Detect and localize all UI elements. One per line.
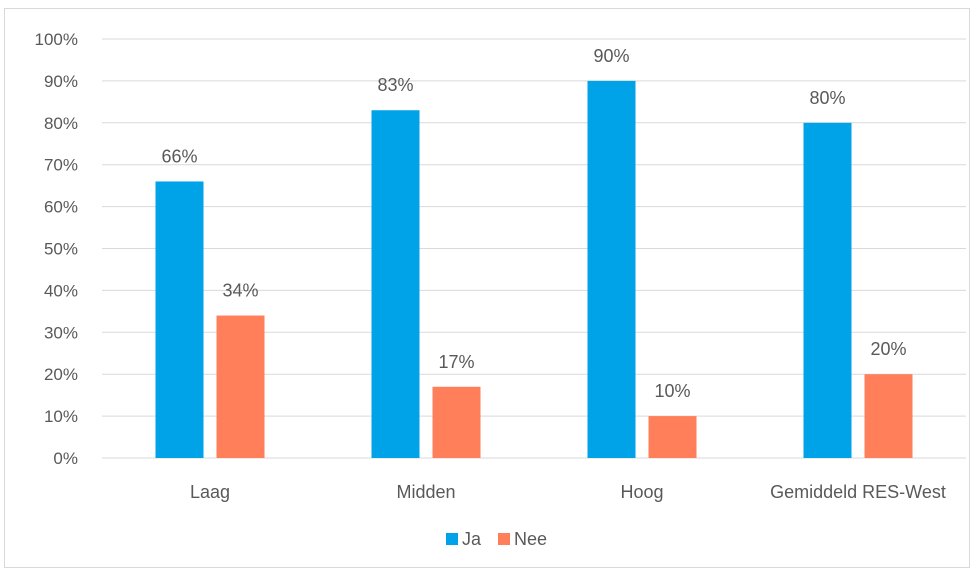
y-axis-tick-labels: 0% 10% 20% 30% 40% 50% 60% 70% 80% 90% 100% xyxy=(35,30,78,468)
y-tick-label: 10% xyxy=(44,407,78,426)
y-tick-label: 40% xyxy=(44,281,78,300)
x-category-label: Gemiddeld RES-West xyxy=(770,482,946,502)
y-tick-label: 0% xyxy=(53,449,78,468)
x-axis-category-labels: Laag Midden Hoog Gemiddeld RES-West xyxy=(190,482,946,502)
bar-ja-2 xyxy=(587,80,636,459)
legend-label-nee: Nee xyxy=(514,529,547,549)
y-tick-label: 50% xyxy=(44,240,78,259)
bar-nee-3 xyxy=(864,374,913,458)
bars xyxy=(155,80,913,459)
y-tick-label: 100% xyxy=(35,30,78,49)
y-tick-label: 90% xyxy=(44,72,78,91)
y-tick-label: 20% xyxy=(44,365,78,384)
bar-nee-0 xyxy=(216,315,265,458)
y-tick-label: 60% xyxy=(44,198,78,217)
data-label-nee-3: 20% xyxy=(870,339,906,359)
bar-nee-1 xyxy=(432,386,481,458)
bar-ja-3 xyxy=(803,122,852,459)
y-tick-label: 80% xyxy=(44,114,78,133)
data-label-nee-1: 17% xyxy=(438,352,474,372)
y-tick-label: 30% xyxy=(44,323,78,342)
data-label-ja-2: 90% xyxy=(593,46,629,66)
legend-swatch-nee xyxy=(498,533,510,545)
bar-nee-2 xyxy=(648,416,697,458)
bar-ja-0 xyxy=(155,181,204,458)
bar-ja-1 xyxy=(371,110,420,458)
data-label-nee-2: 10% xyxy=(654,381,690,401)
legend: Ja Nee xyxy=(446,529,547,549)
legend-swatch-ja xyxy=(446,533,458,545)
data-label-ja-3: 80% xyxy=(809,88,845,108)
x-category-label: Midden xyxy=(396,482,455,502)
legend-label-ja: Ja xyxy=(462,529,482,549)
x-category-label: Hoog xyxy=(620,482,663,502)
data-label-nee-0: 34% xyxy=(222,281,258,301)
data-label-ja-1: 83% xyxy=(377,75,413,95)
x-category-label: Laag xyxy=(190,482,230,502)
data-labels: 66% 34% 83% 17% 90% 10% 80% 20% xyxy=(161,46,906,401)
y-tick-label: 70% xyxy=(44,156,78,175)
data-label-ja-0: 66% xyxy=(161,146,197,166)
